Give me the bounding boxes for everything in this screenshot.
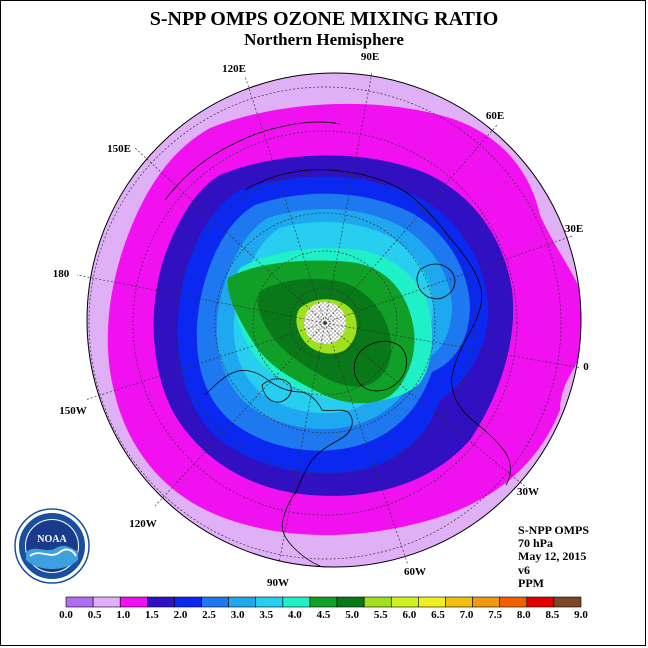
- longitude-label: 30W: [517, 486, 539, 498]
- colorbar-tick-label: 1.0: [116, 609, 130, 621]
- colorbar-swatch: [119, 596, 148, 608]
- colorbar-tick-label: 6.0: [402, 609, 416, 621]
- longitude-label: 150E: [107, 143, 131, 155]
- colorbar-swatch: [418, 596, 446, 608]
- latitude-circle-70n: [252, 250, 398, 396]
- colorbar-swatch: [309, 596, 338, 608]
- logo-text: NOAA: [37, 534, 67, 545]
- latitude-circle-60n: [214, 212, 436, 434]
- longitude-label: 180: [53, 268, 70, 280]
- longitude-label: 120E: [222, 63, 246, 75]
- longitude-label: 30E: [565, 223, 583, 235]
- colorbar-tick-label: 5.0: [345, 609, 359, 621]
- colorbar-swatch: [228, 596, 257, 608]
- coastline-greenland: [353, 340, 407, 392]
- colorbar-tick-label: 6.5: [431, 609, 445, 621]
- graticule-longitude-lines: [76, 71, 582, 566]
- colorbar-tick-label: 0.0: [59, 609, 73, 621]
- longitude-line: [278, 322, 326, 564]
- colorbar-swatch: [92, 596, 121, 608]
- coastline-north-america: [204, 370, 353, 567]
- colorbar-tick-label: 2.0: [174, 609, 188, 621]
- latitude-circle-80n: [289, 287, 361, 359]
- colorbar-tick-label: 4.0: [288, 609, 302, 621]
- longitude-label: 150W: [59, 405, 87, 417]
- longitude-label: 120W: [129, 518, 157, 530]
- colorbar-swatch: [499, 596, 528, 608]
- longitude-label: 90E: [361, 51, 379, 63]
- longitude-line: [324, 322, 582, 369]
- longitude-labels: 90E 60E 30E 0 30W 60W 90W 120W 150W 180 150E 120E: [53, 51, 590, 589]
- map-boundary-circle: [86, 72, 582, 568]
- contour-fill-layer: [87, 73, 581, 567]
- colorbar-swatch: [472, 596, 500, 608]
- colorbar-swatch: [363, 596, 392, 608]
- colorbar-tick-label: 4.5: [317, 609, 331, 621]
- logo-gull-wave: [26, 545, 78, 569]
- longitude-line: [244, 75, 326, 324]
- date-label: May 12, 2015: [518, 549, 587, 564]
- colorbar-swatch: [147, 596, 175, 608]
- longitude-label: 60W: [404, 566, 426, 578]
- longitude-line: [324, 71, 373, 324]
- colorbar-tick-label: 3.0: [231, 609, 245, 621]
- colorbar-swatch: [65, 596, 94, 608]
- coastline-eurasia: [244, 169, 511, 486]
- longitude-line: [324, 322, 528, 489]
- logo-white-curve: [29, 548, 77, 557]
- logo-text-ring: [19, 513, 85, 579]
- colorbar-swatch: [255, 596, 284, 608]
- colorbar-swatch: [336, 596, 365, 608]
- colorbar-swatch: [526, 596, 555, 608]
- colorbar-tick-label: 8.0: [517, 609, 531, 621]
- colorbar-tick-label: 0.5: [88, 609, 102, 621]
- latitude-circle-50n: [174, 172, 476, 474]
- longitude-line: [324, 322, 409, 566]
- latitude-circle-40n: [132, 130, 518, 516]
- colorbar-swatch: [445, 596, 473, 608]
- unit-label: PPM: [518, 575, 544, 590]
- instrument-label: S-NPP OMPS: [518, 523, 589, 537]
- colorbar-swatch: [201, 596, 229, 608]
- coastline-asia-east: [164, 121, 341, 201]
- coastline-europe: [416, 263, 456, 300]
- pressure-level-label: 70 hPa: [518, 536, 554, 551]
- colorbar-tick-label: 5.5: [374, 609, 388, 621]
- graticule-latitude-circles: [88, 86, 562, 560]
- coastline-layer: [164, 121, 511, 567]
- longitude-line: [134, 147, 326, 324]
- noaa-logo: NOAA: [14, 508, 90, 584]
- latitude-circle-30n: [88, 86, 562, 560]
- colorbar-swatch: [390, 596, 419, 608]
- map-title: S-NPP OMPS OZONE MIXING RATIO: [149, 8, 499, 30]
- colorbar-tick-label: 1.5: [145, 609, 159, 621]
- colorbar-tick-label: 2.5: [202, 609, 216, 621]
- colorbar-tick-label: 8.5: [546, 609, 560, 621]
- colorbar-tick-label: 9.0: [574, 609, 588, 621]
- colorbar-swatch: [174, 596, 202, 608]
- colorbar-tick-label: 3.5: [259, 609, 273, 621]
- longitude-line: [154, 322, 326, 507]
- colorbar-tick-label: 7.5: [488, 609, 502, 621]
- longitude-label: 90W: [267, 577, 289, 589]
- colorbar-tick-label: 7.0: [460, 609, 474, 621]
- colorbar-swatch: [553, 596, 582, 608]
- longitude-label: 60E: [486, 110, 504, 122]
- coastline-hudson-bay: [261, 378, 292, 403]
- colorbar: 0.0 0.5 1.0 1.5 2.0 2.5 3.0 3.5 4.0 4.5 5.0 5.5 6.0 6…: [59, 596, 588, 621]
- map-subtitle: Northern Hemisphere: [244, 30, 404, 49]
- colorbar-swatch: [282, 596, 311, 608]
- version-label: v6: [518, 562, 530, 577]
- map-info-block: S-NPP OMPS 70 hPa May 12, 2015 v6 PPM: [518, 523, 589, 590]
- longitude-label: 0: [583, 361, 589, 373]
